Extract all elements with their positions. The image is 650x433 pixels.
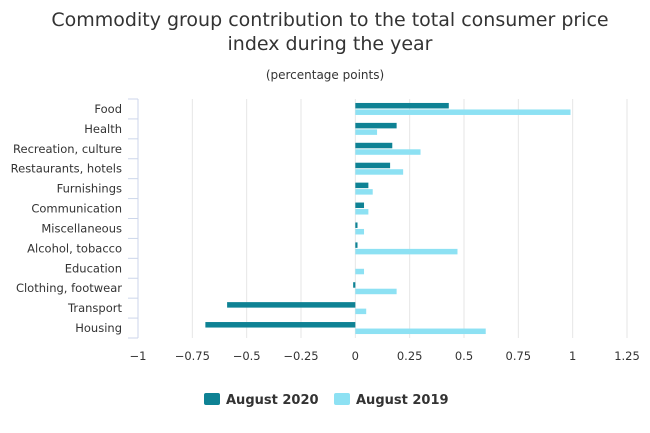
bar-august-2020-furnishings[interactable] <box>355 182 369 189</box>
category-label-miscellaneous: Miscellaneous <box>41 221 122 235</box>
category-label-furnishings: Furnishings <box>57 182 122 196</box>
bar-august-2019-alcohol-tobacco[interactable] <box>355 248 458 255</box>
legend-label-august-2020: August 2020 <box>226 393 319 408</box>
x-tick-label: 0 <box>352 349 359 363</box>
category-axis: Food Health Recreation, culture Restaurants… <box>11 98 139 339</box>
bar-august-2019-food[interactable] <box>355 109 571 115</box>
category-label-health: Health <box>84 122 122 136</box>
bar-august-2019-transport[interactable] <box>355 308 367 315</box>
category-label-clothing-footwear: Clothing, footwear <box>16 281 122 295</box>
bars <box>205 102 571 335</box>
bar-august-2019-housing[interactable] <box>355 328 486 335</box>
bar-august-2020-housing[interactable] <box>205 322 356 328</box>
x-tick-label: −1 <box>130 349 147 363</box>
bar-august-2019-furnishings[interactable] <box>355 189 373 195</box>
bar-august-2020-miscellaneous[interactable] <box>355 222 358 228</box>
bar-august-2019-health[interactable] <box>355 129 378 135</box>
bar-august-2020-clothing-footwear[interactable] <box>353 282 356 288</box>
x-tick-label: −0.25 <box>283 349 318 363</box>
legend-swatch-august-2019 <box>334 393 350 405</box>
x-tick-label: −0.75 <box>175 349 210 363</box>
legend-item-august-2019[interactable]: August 2019 <box>334 393 449 408</box>
category-label-housing: Housing <box>75 321 122 335</box>
bar-august-2019-recreation-culture[interactable] <box>355 149 421 155</box>
category-label-transport: Transport <box>67 301 122 315</box>
bar-august-2020-food[interactable] <box>355 102 449 109</box>
x-tick-label: 1 <box>569 349 576 363</box>
bar-august-2020-restaurants-hotels[interactable] <box>355 162 391 169</box>
x-tick-label: 0.75 <box>506 349 532 363</box>
bar-august-2020-communication[interactable] <box>355 202 365 209</box>
bar-august-2019-communication[interactable] <box>355 209 369 215</box>
bar-august-2019-miscellaneous[interactable] <box>355 228 365 235</box>
chart-subtitle: (percentage points) <box>266 68 384 82</box>
bar-august-2019-restaurants-hotels[interactable] <box>355 169 404 175</box>
category-label-recreation-culture: Recreation, culture <box>13 142 122 156</box>
x-tick-label: 0.25 <box>397 349 423 363</box>
bar-august-2019-education[interactable] <box>355 268 365 275</box>
bar-august-2020-transport[interactable] <box>227 302 356 308</box>
legend: August 2020 August 2019 <box>204 393 449 408</box>
legend-item-august-2020[interactable]: August 2020 <box>204 393 319 408</box>
bar-august-2020-health[interactable] <box>355 122 397 129</box>
x-axis: −1 −0.75 −0.5 −0.25 0 0.25 0.5 0.75 1 1.25 <box>130 349 640 363</box>
x-tick-label: 0.5 <box>455 349 473 363</box>
category-label-alcohol-tobacco: Alcohol, tobacco <box>27 241 122 255</box>
category-label-restaurants-hotels: Restaurants, hotels <box>11 162 122 176</box>
x-tick-label: −0.5 <box>233 349 261 363</box>
category-label-communication: Communication <box>31 202 122 216</box>
x-tick-label: 1.25 <box>614 349 640 363</box>
chart-title-line-2: index during the year <box>228 33 433 55</box>
legend-swatch-august-2020 <box>204 393 220 405</box>
category-label-food: Food <box>94 102 122 116</box>
gridlines <box>191 99 628 338</box>
legend-label-august-2019: August 2019 <box>356 393 449 408</box>
bar-august-2020-recreation-culture[interactable] <box>355 142 393 149</box>
category-label-education: Education <box>65 261 122 275</box>
chart-title-line-1: Commodity group contribution to the tota… <box>51 9 608 31</box>
bar-august-2019-clothing-footwear[interactable] <box>355 288 397 295</box>
bar-august-2020-alcohol-tobacco[interactable] <box>355 242 358 248</box>
